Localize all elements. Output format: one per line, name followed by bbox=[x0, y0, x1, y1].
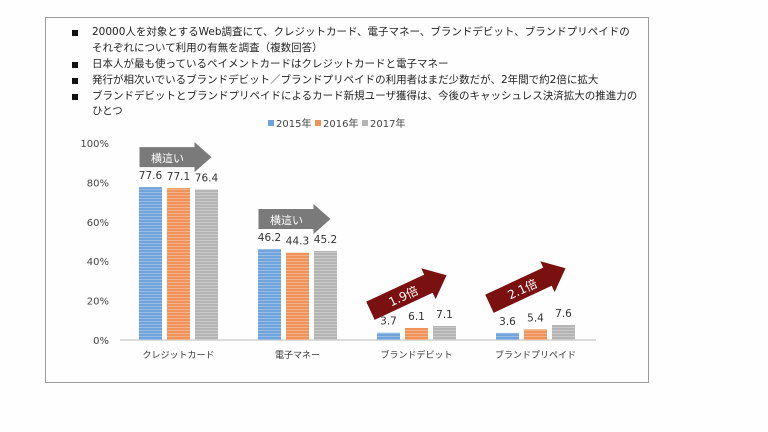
data-label: 3.6 bbox=[499, 316, 516, 328]
data-label: 7.6 bbox=[555, 308, 572, 320]
data-label: 3.7 bbox=[380, 316, 397, 328]
legend-label: 2016年 bbox=[323, 117, 358, 130]
flat-trend-arrow bbox=[258, 203, 331, 234]
data-label: 5.4 bbox=[527, 312, 544, 324]
y-tick-label: 80% bbox=[87, 178, 109, 189]
data-label: 46.2 bbox=[258, 232, 281, 244]
category-label: 電子マネー bbox=[275, 350, 320, 361]
data-label: 76.4 bbox=[195, 172, 219, 184]
flat-trend-arrow bbox=[139, 142, 212, 173]
category-label: ブランドデビット bbox=[380, 349, 452, 361]
category-label: ブランドプリペイド bbox=[495, 349, 576, 361]
bar-texture bbox=[314, 250, 337, 340]
bar-texture bbox=[167, 188, 190, 340]
arrow-label: 横這い bbox=[151, 151, 184, 165]
data-label: 6.1 bbox=[408, 311, 425, 323]
bar-texture bbox=[405, 327, 428, 340]
bar-texture bbox=[286, 252, 309, 340]
bar-texture bbox=[552, 325, 575, 340]
bullet-item: ブランドデビットとブランドプリペイドによるカード新規ユーザ獲得は、今後のキャッシ… bbox=[70, 89, 640, 120]
arrow-shape bbox=[485, 261, 566, 313]
bar-texture bbox=[258, 248, 281, 340]
legend-swatch bbox=[268, 120, 274, 126]
bullet-item: 発行が相次いでいるブランドデビット／ブランドプリペイドの利用者はまだ少数だが、2… bbox=[70, 73, 640, 89]
legend-label: 2017年 bbox=[370, 117, 405, 130]
y-tick-label: 60% bbox=[87, 218, 109, 229]
data-label: 7.1 bbox=[436, 309, 453, 321]
bar-texture bbox=[377, 332, 400, 340]
y-tick-label: 0% bbox=[93, 336, 109, 347]
legend-swatch bbox=[315, 120, 321, 126]
arrow-shape bbox=[366, 268, 447, 320]
bullet-item: 20000人を対象とするWeb調査にて、クレジットカード、電子マネー、ブランドデ… bbox=[70, 25, 640, 56]
bar-texture bbox=[139, 187, 162, 340]
slide-frame bbox=[45, 17, 649, 383]
data-label: 77.6 bbox=[139, 170, 163, 182]
bullet-list: 20000人を対象とするWeb調査にて、クレジットカード、電子マネー、ブランドデ… bbox=[70, 25, 640, 120]
data-label: 44.3 bbox=[286, 236, 309, 248]
arrow-label: 横這い bbox=[270, 213, 303, 227]
bullet-item: 日本人が最も使っているペイメントカードはクレジットカードと電子マネー bbox=[70, 57, 640, 73]
y-tick-label: 20% bbox=[87, 297, 109, 308]
category-label: クレジットカード bbox=[142, 350, 214, 361]
data-label: 45.2 bbox=[314, 234, 337, 246]
bar-texture bbox=[524, 329, 547, 340]
y-tick-label: 100% bbox=[80, 139, 109, 150]
bar-texture bbox=[195, 189, 218, 340]
y-tick-label: 40% bbox=[87, 257, 109, 268]
data-label: 77.1 bbox=[167, 171, 190, 183]
bar-texture bbox=[496, 332, 519, 340]
legend-label: 2015年 bbox=[276, 117, 311, 130]
legend-swatch bbox=[362, 120, 368, 126]
bar-texture bbox=[433, 326, 456, 340]
